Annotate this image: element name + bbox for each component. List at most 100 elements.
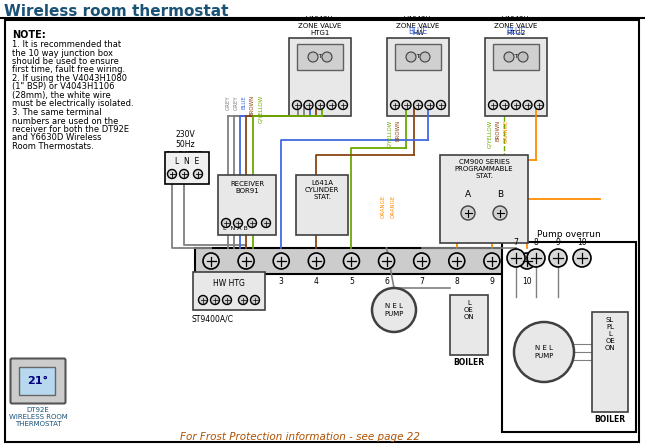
Circle shape [343,253,359,269]
Text: L  N A B: L N A B [223,226,248,231]
Bar [502,242,636,432]
Text: 8: 8 [533,238,539,247]
Text: V4043H
ZONE VALVE
HW: V4043H ZONE VALVE HW [396,16,440,36]
Text: BLUE: BLUE [506,27,526,36]
Circle shape [273,253,289,269]
Bar [450,295,488,355]
Bar [193,272,265,310]
Text: GREY: GREY [233,95,239,110]
Bar [592,312,628,412]
Text: BROWN: BROWN [495,120,501,141]
Text: ORANGE: ORANGE [504,120,508,143]
Circle shape [379,253,395,269]
Bar [387,38,449,116]
Text: 21°: 21° [28,376,48,386]
Circle shape [507,249,525,267]
Circle shape [248,219,257,228]
Text: 8: 8 [455,277,459,286]
Text: RECEIVER
BOR91: RECEIVER BOR91 [230,181,264,194]
Text: MOTOR: MOTOR [406,55,430,59]
Text: Wireless room thermostat: Wireless room thermostat [4,4,228,18]
Circle shape [239,295,248,304]
Circle shape [549,249,567,267]
Bar [395,44,441,70]
Circle shape [292,101,301,110]
Text: NOTE:: NOTE: [12,30,46,40]
Circle shape [500,101,509,110]
Text: 230V
50Hz
3A RATED: 230V 50Hz 3A RATED [166,130,204,160]
Text: 10: 10 [522,277,532,286]
Circle shape [304,101,313,110]
Text: 3. The same terminal: 3. The same terminal [12,108,102,117]
Circle shape [425,101,434,110]
Bar [165,152,209,184]
Text: receiver for both the DT92E: receiver for both the DT92E [12,125,129,134]
Circle shape [238,253,254,269]
Circle shape [233,219,243,228]
Text: 1. It is recommended that: 1. It is recommended that [12,40,121,49]
Text: G/YELLOW: G/YELLOW [488,120,493,148]
Bar [195,248,543,274]
Circle shape [261,219,270,228]
Text: 10: 10 [577,238,587,247]
Text: ORANGE: ORANGE [381,195,386,218]
Circle shape [413,253,430,269]
Circle shape [327,101,336,110]
Text: For Frost Protection information - see page 22: For Frost Protection information - see p… [180,432,420,442]
Text: B: B [497,190,503,199]
Circle shape [179,169,188,178]
Text: first time, fault free wiring.: first time, fault free wiring. [12,66,125,75]
Text: 3: 3 [279,277,284,286]
Circle shape [339,101,348,110]
Bar [493,44,539,70]
Text: BOILER: BOILER [595,415,626,424]
Bar [218,175,276,235]
Text: 2. If using the V4043H1080: 2. If using the V4043H1080 [12,74,127,83]
Circle shape [308,52,318,62]
Text: A: A [465,190,471,199]
Circle shape [504,52,514,62]
Text: BLUE: BLUE [241,95,246,109]
Circle shape [250,295,259,304]
Text: V4043H
ZONE VALVE
HTG2: V4043H ZONE VALVE HTG2 [494,16,538,36]
Circle shape [413,101,422,110]
Text: Pump overrun: Pump overrun [537,230,601,239]
Circle shape [511,101,521,110]
Circle shape [519,253,535,269]
Text: N E L
PUMP: N E L PUMP [384,304,404,316]
Text: (1" BSP) or V4043H1106: (1" BSP) or V4043H1106 [12,83,115,92]
Circle shape [535,101,544,110]
Circle shape [168,169,177,178]
Text: and Y6630D Wireless: and Y6630D Wireless [12,134,101,143]
Circle shape [199,295,208,304]
Bar [289,38,351,116]
Circle shape [210,295,219,304]
Text: N E L
PUMP: N E L PUMP [534,346,553,358]
Text: 9: 9 [555,238,561,247]
Circle shape [449,253,465,269]
Text: BROWN: BROWN [250,95,255,116]
Text: Room Thermostats.: Room Thermostats. [12,142,94,151]
Circle shape [573,249,591,267]
Circle shape [488,101,497,110]
Circle shape [223,295,232,304]
Text: SL
PL
L
OE
ON: SL PL L OE ON [605,317,615,351]
Text: must be electrically isolated.: must be electrically isolated. [12,100,134,109]
Bar [297,44,343,70]
Circle shape [461,206,475,220]
Text: G/YELLOW: G/YELLOW [259,95,264,123]
Bar [485,38,547,116]
Circle shape [203,253,219,269]
Bar [296,175,348,235]
Text: MOTOR: MOTOR [308,55,332,59]
Circle shape [308,253,324,269]
Text: L  N  E: L N E [175,157,199,166]
Circle shape [523,101,532,110]
Circle shape [514,322,574,382]
Text: DT92E
WIRELESS ROOM
THERMOSTAT: DT92E WIRELESS ROOM THERMOSTAT [8,407,67,427]
Text: 9: 9 [490,277,494,286]
Text: MOTOR: MOTOR [504,55,528,59]
Circle shape [322,52,332,62]
Text: CM900 SERIES
PROGRAMMABLE
STAT.: CM900 SERIES PROGRAMMABLE STAT. [455,159,513,179]
Text: should be used to ensure: should be used to ensure [12,57,119,66]
